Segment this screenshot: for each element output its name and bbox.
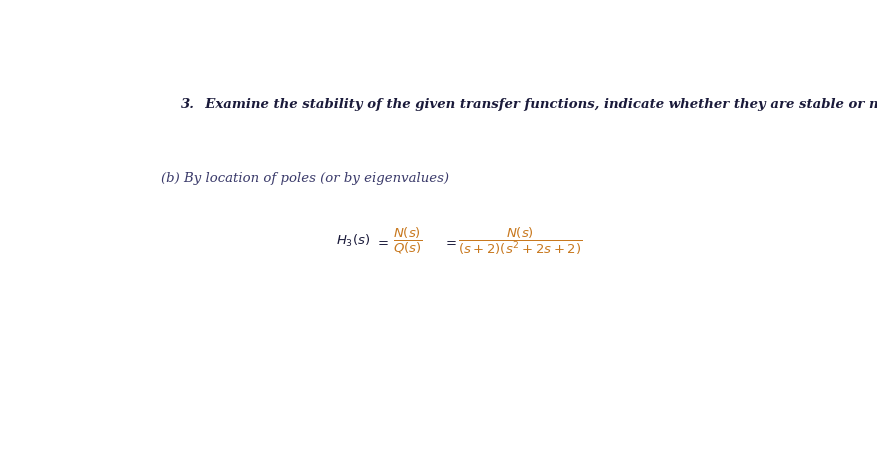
Text: (b) By location of poles (or by eigenvalues): (b) By location of poles (or by eigenval… xyxy=(160,172,448,185)
Text: $=$: $=$ xyxy=(443,234,457,247)
Text: 3.: 3. xyxy=(181,97,195,111)
Text: $\mathit{H_3(s)}$: $\mathit{H_3(s)}$ xyxy=(336,233,370,249)
Text: $\dfrac{N(s)}{(s+2)(s^2+2s+2)}$: $\dfrac{N(s)}{(s+2)(s^2+2s+2)}$ xyxy=(458,225,582,256)
Text: $=$: $=$ xyxy=(374,234,389,247)
Text: Examine the stability of the given transfer functions, indicate whether they are: Examine the stability of the given trans… xyxy=(196,97,877,111)
Text: $\dfrac{N(s)}{Q(s)}$: $\dfrac{N(s)}{Q(s)}$ xyxy=(392,226,422,256)
